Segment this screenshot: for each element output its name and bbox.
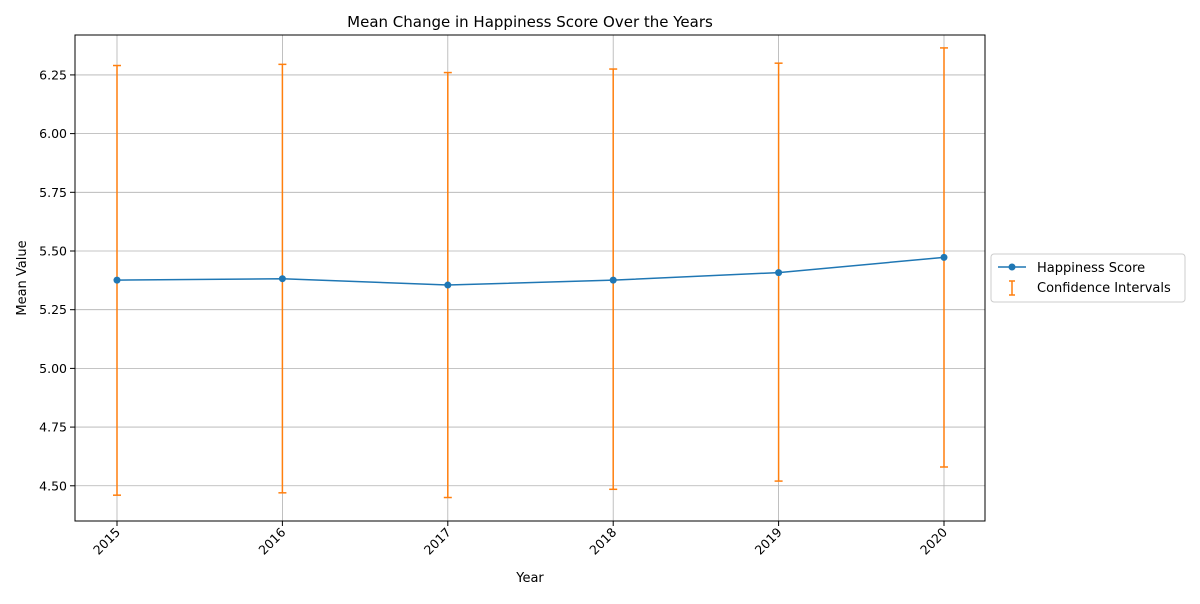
y-tick-label: 6.00 [39,126,67,141]
x-tick-label: 2015 [90,525,123,558]
x-axis-label: Year [515,571,544,586]
x-tick-label: 2019 [752,524,785,557]
series-layer [113,253,948,289]
y-tick-label: 5.75 [39,185,67,200]
plot-frame [74,34,986,522]
chart-title: Mean Change in Happiness Score Over the … [347,13,713,31]
legend-label-ci: Confidence Intervals [1037,281,1171,296]
grid-layer [75,35,985,521]
data-point [444,281,452,289]
data-point [940,253,948,261]
y-tick-label: 5.50 [39,244,67,259]
data-point [278,275,286,283]
x-tick-label: 2017 [421,525,454,558]
data-point [113,276,121,284]
y-tick-label: 5.00 [39,361,67,376]
error-bar-layer [113,47,948,499]
legend-marker-icon [1008,263,1016,271]
legend-box [990,253,1186,303]
x-tick-label: 2020 [917,524,950,557]
y-tick-layer: 4.50 4.75 5.00 5.25 5.50 5.75 6.00 6.25 [39,67,75,493]
y-tick-label: 6.25 [39,67,67,82]
legend-label-series: Happiness Score [1037,261,1145,276]
y-tick-label: 4.50 [39,478,67,493]
legend-errorbar-icon [1009,280,1015,296]
legend: Happiness Score Confidence Intervals [990,253,1186,303]
series-line [116,256,945,286]
y-tick-label: 4.75 [39,420,67,435]
x-tick-label: 2018 [586,524,619,557]
data-point [609,276,617,284]
x-tick-layer: 2015 2016 2017 2018 2019 2020 [90,521,950,558]
y-tick-label: 5.25 [39,302,67,317]
x-tick-label: 2016 [255,524,288,557]
y-axis-label: Mean Value [15,240,30,315]
data-point [775,269,783,277]
